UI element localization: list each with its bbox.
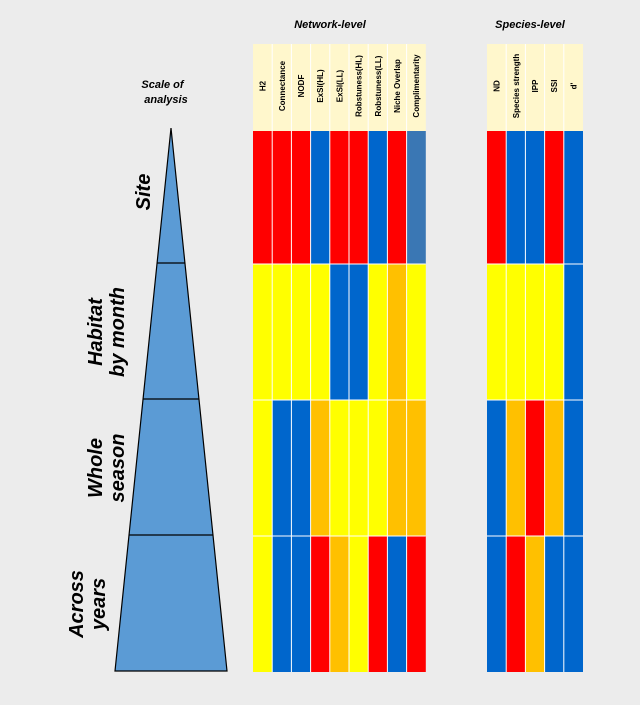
group-title-network: Network-level — [294, 19, 366, 31]
heatmap-cell — [253, 131, 273, 264]
heatmap-cell — [349, 536, 369, 672]
heatmap-cell — [310, 536, 330, 672]
heatmap-cell — [310, 264, 330, 400]
scale-label-line: season — [107, 434, 129, 503]
heatmap-cell — [506, 536, 526, 672]
heatmap-cell — [387, 400, 407, 536]
column-label: ND — [493, 80, 502, 92]
scale-label-line: Site — [133, 174, 155, 211]
header-background — [487, 44, 583, 131]
heatmap-cell — [349, 400, 369, 536]
heatmap-cell — [544, 536, 564, 672]
heatmap-cell — [272, 264, 292, 400]
column-label: SSI — [550, 80, 559, 93]
heatmap-cell — [329, 536, 349, 672]
heatmap-cell — [563, 264, 583, 400]
heatmap-cell — [368, 536, 388, 672]
scale-title-line-1: Scale of — [141, 79, 185, 91]
group-title-species: Species-level — [495, 19, 566, 31]
heatmap-cell — [487, 536, 507, 672]
heatmap-cell — [310, 131, 330, 264]
heatmap-cell — [525, 131, 545, 264]
scale-title: Scale of analysis — [141, 79, 187, 106]
column-label: Niche Overlap — [393, 59, 402, 113]
column-label: Complimentarity — [412, 54, 421, 118]
heatmap-cell — [329, 264, 349, 400]
column-label: Robstuness(LL) — [374, 55, 383, 116]
heatmap-cell — [406, 400, 426, 536]
network-heatmap: H2 Connectance NODF ExSl(HL) ExSl(LL) Robstun… — [253, 44, 426, 672]
heatmap-cell — [563, 400, 583, 536]
heatmap-cell — [272, 536, 292, 672]
heatmap-cell — [525, 264, 545, 400]
scale-label: Habitatby month — [85, 287, 129, 377]
column-label: NODF — [297, 75, 306, 98]
scale-label: Site — [133, 174, 155, 211]
heatmap-cell — [349, 131, 369, 264]
heatmap-cell — [406, 264, 426, 400]
heatmap-cell — [525, 400, 545, 536]
scale-triangle — [114, 127, 228, 672]
heatmap-cell — [349, 264, 369, 400]
heatmap-cell — [291, 131, 311, 264]
heatmap-cell — [387, 264, 407, 400]
scale-label-line: Whole — [85, 438, 107, 498]
heatmap-cell — [272, 131, 292, 264]
heatmap-cell — [487, 400, 507, 536]
scale-label: Wholeseason — [85, 434, 129, 503]
heatmap-cell — [291, 536, 311, 672]
heatmap-cell — [544, 264, 564, 400]
heatmap-cell — [253, 536, 273, 672]
scale-label-line: by month — [107, 287, 129, 377]
heatmap-cell — [368, 264, 388, 400]
column-label: Connectance — [278, 60, 287, 111]
heatmap-cell — [291, 264, 311, 400]
heatmap-cell — [329, 131, 349, 264]
heatmap-cell — [525, 536, 545, 672]
column-label: H2 — [259, 80, 268, 91]
scale-title-line-2: analysis — [144, 94, 187, 106]
heatmap-cell — [506, 400, 526, 536]
scale-label-line: years — [88, 578, 110, 631]
scale-label-line: Across — [66, 570, 88, 639]
column-label: Robstuness(HL) — [355, 55, 364, 117]
heatmap-cell — [368, 400, 388, 536]
heatmap-cell — [253, 400, 273, 536]
heatmap-cell — [368, 131, 388, 264]
scale-labels: Site Habitatby month Wholeseason Acrossyear… — [66, 174, 155, 639]
header-background — [253, 44, 426, 131]
column-label: Species strength — [512, 54, 521, 119]
heatmap-cell — [329, 400, 349, 536]
heatmap-cell — [272, 400, 292, 536]
species-heatmap: ND Species strength IPP SSI d' — [487, 44, 583, 672]
column-label: ExSl(HL) — [316, 69, 325, 103]
heatmap-cell — [406, 536, 426, 672]
scale-label: Acrossyears — [66, 570, 110, 639]
heatmap-cell — [310, 400, 330, 536]
heatmap-cell — [544, 131, 564, 264]
heatmap-cell — [506, 131, 526, 264]
heatmap-cell — [563, 131, 583, 264]
heatmap-cell — [487, 131, 507, 264]
heatmap-cell — [291, 400, 311, 536]
heatmap-cell — [487, 264, 507, 400]
column-label: d' — [569, 83, 578, 90]
heatmap-cell — [387, 536, 407, 672]
heatmap-cell — [387, 131, 407, 264]
heatmap-cell — [406, 131, 426, 264]
heatmap-cell — [563, 536, 583, 672]
column-label: ExSl(LL) — [335, 69, 344, 102]
heatmap-cell — [544, 400, 564, 536]
column-label: IPP — [531, 79, 540, 93]
heatmap-cell — [506, 264, 526, 400]
heatmap-cell — [253, 264, 273, 400]
scale-label-line: Habitat — [85, 297, 107, 366]
